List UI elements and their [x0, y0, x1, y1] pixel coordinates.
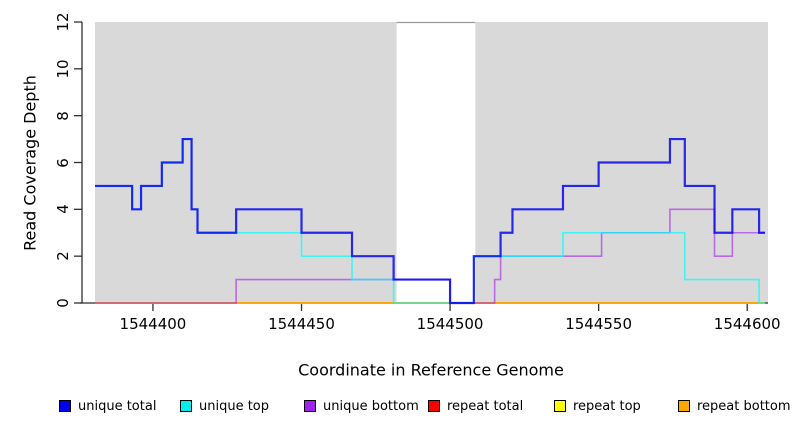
y-axis-title: Read Coverage Depth	[20, 75, 40, 251]
unique-total-swatch-icon	[59, 400, 71, 412]
y-tick-label: 2	[54, 251, 72, 261]
y-tick-label: 8	[54, 110, 72, 121]
legend-label: unique total	[78, 398, 157, 414]
y-tick-label: 0	[54, 298, 72, 308]
repeat-total-swatch-icon	[428, 400, 440, 412]
legend-item-repeat-top: repeat top	[554, 398, 641, 414]
repeat-top-swatch-icon	[554, 400, 566, 412]
y-tick-label: 4	[54, 204, 72, 215]
series-line-unique-total	[95, 137, 766, 305]
repeat-bottom-swatch-icon	[678, 400, 690, 412]
masked-repeat-region	[396, 22, 476, 303]
y-tick-label: 6	[54, 157, 72, 168]
unique-top-swatch-icon	[180, 400, 192, 412]
x-axis-title: Coordinate in Reference Genome	[298, 360, 564, 380]
y-tick-label: 12	[54, 12, 72, 32]
unique-bottom-swatch-icon	[304, 400, 316, 412]
x-tick-label: 1544550	[565, 315, 633, 333]
legend-item-repeat-bottom: repeat bottom	[678, 398, 791, 414]
legend-item-unique-top: unique top	[180, 398, 270, 414]
x-tick-label: 1544400	[119, 315, 187, 333]
legend-label: repeat total	[447, 398, 524, 414]
legend-label: unique bottom	[323, 398, 419, 414]
x-tick-label: 1544500	[416, 315, 484, 333]
x-tick-label: 1544600	[713, 315, 781, 333]
legend-label: repeat top	[573, 398, 641, 414]
legend-label: repeat bottom	[697, 398, 791, 414]
x-tick-label: 1544450	[268, 315, 335, 333]
legend-item-unique-total: unique total	[59, 398, 157, 414]
legend-item-repeat-total: repeat total	[428, 398, 524, 414]
legend-item-unique-bottom: unique bottom	[304, 398, 419, 414]
legend-label: unique top	[199, 398, 270, 414]
y-tick-label: 10	[54, 59, 72, 79]
